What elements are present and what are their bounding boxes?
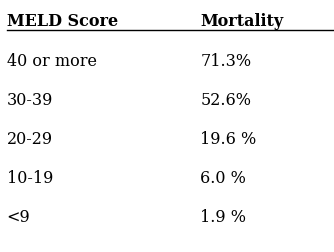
Text: <9: <9: [7, 209, 30, 226]
Text: 40 or more: 40 or more: [7, 53, 97, 70]
Text: 1.9 %: 1.9 %: [200, 209, 246, 226]
Text: MELD Score: MELD Score: [7, 13, 118, 29]
Text: Mortality: Mortality: [200, 13, 284, 29]
Text: 10-19: 10-19: [7, 170, 53, 187]
Text: 71.3%: 71.3%: [200, 53, 252, 70]
Text: 30-39: 30-39: [7, 92, 53, 109]
Text: 20-29: 20-29: [7, 131, 53, 148]
Text: 6.0 %: 6.0 %: [200, 170, 246, 187]
Text: 19.6 %: 19.6 %: [200, 131, 257, 148]
Text: 52.6%: 52.6%: [200, 92, 252, 109]
